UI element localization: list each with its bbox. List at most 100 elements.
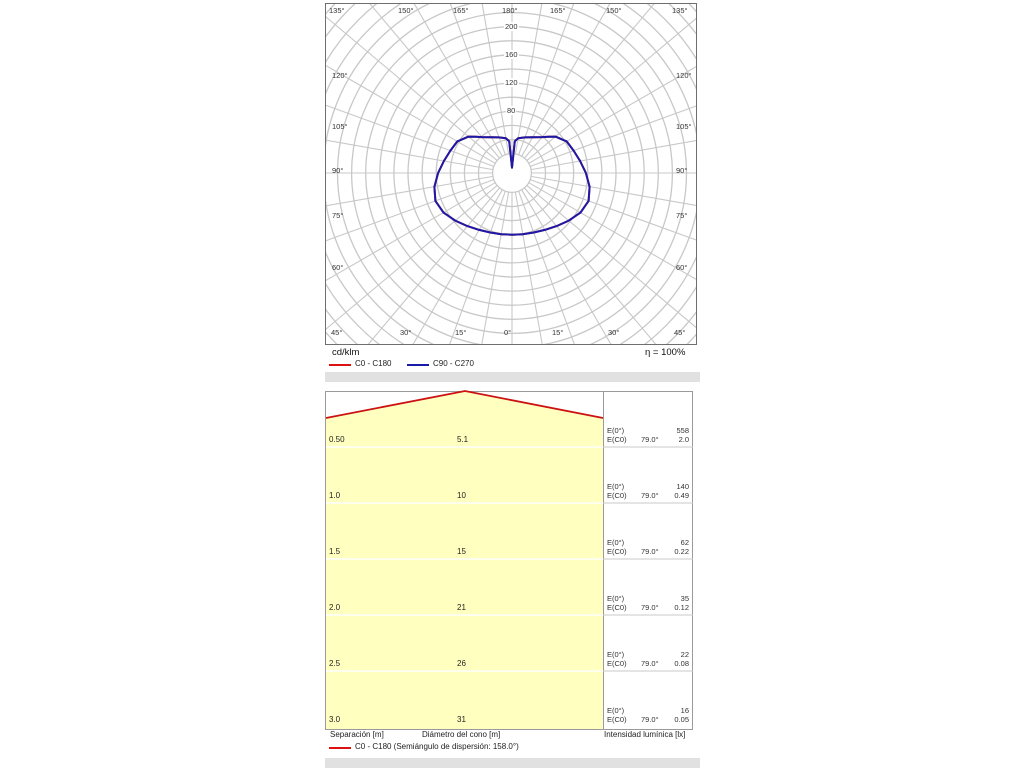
angle-label-left: 105° bbox=[332, 122, 348, 131]
legend-c0-line bbox=[329, 364, 351, 366]
ec0-angle: 79.0° bbox=[641, 715, 659, 724]
unit-label: cd/klm bbox=[332, 347, 360, 358]
polar-curve-c90-c270 bbox=[433, 135, 591, 236]
angle-label-right: 75° bbox=[676, 211, 688, 220]
ec0-label: E(C0) bbox=[607, 547, 627, 556]
ec0-angle: 79.0° bbox=[641, 659, 659, 668]
angle-label-right: 60° bbox=[676, 263, 688, 272]
radial-tick-label: 80 bbox=[506, 106, 517, 116]
polar-spoke bbox=[531, 175, 696, 207]
ec0-label: E(C0) bbox=[607, 491, 627, 500]
polar-curves bbox=[433, 135, 591, 236]
e0-label: E(0°) bbox=[607, 538, 625, 547]
ec0-angle: 79.0° bbox=[641, 547, 659, 556]
ec0-value: 0.22 bbox=[674, 547, 689, 556]
polar-spoke bbox=[413, 4, 503, 157]
polar-spoke bbox=[526, 185, 696, 329]
angle-label-top: 150° bbox=[606, 6, 622, 15]
e0-label: E(0°) bbox=[607, 594, 625, 603]
polar-spoke bbox=[326, 16, 498, 161]
cone-row-lines bbox=[326, 446, 693, 672]
cone-fill bbox=[326, 391, 603, 729]
ec0-value: 2.0 bbox=[678, 435, 689, 444]
polar-diagram bbox=[325, 3, 697, 345]
diameter-value: 10 bbox=[457, 491, 466, 500]
separation-value: 0.50 bbox=[329, 435, 345, 444]
angle-label-top: 165° bbox=[453, 6, 469, 15]
ec0-label: E(C0) bbox=[607, 715, 627, 724]
ec0-angle: 79.0° bbox=[641, 435, 659, 444]
cone-diagram-panel: 0.50 5.1 E(0°) 558 E(C0) 79.0° 2.0 1.0 10 E(0°) 14… bbox=[325, 388, 700, 768]
intensity-header: Intensidad lumínica [lx] bbox=[604, 730, 686, 739]
polar-spoke bbox=[369, 4, 500, 159]
polar-spoke bbox=[518, 4, 575, 155]
angle-label-right: 120° bbox=[676, 71, 692, 80]
angle-label-bottom: 45° bbox=[674, 328, 686, 337]
separation-value: 2.0 bbox=[329, 603, 341, 612]
e0-value: 140 bbox=[676, 482, 689, 491]
ec0-label: E(C0) bbox=[607, 603, 627, 612]
angle-label-top: 165° bbox=[550, 6, 566, 15]
e0-value: 22 bbox=[680, 650, 689, 659]
polar-spoke bbox=[528, 182, 696, 280]
ec0-value: 0.49 bbox=[674, 491, 689, 500]
polar-spoke bbox=[481, 4, 510, 154]
ec0-value: 0.12 bbox=[674, 603, 689, 612]
diameter-value: 31 bbox=[457, 715, 466, 724]
diameter-value: 26 bbox=[457, 659, 466, 668]
diameter-value: 5.1 bbox=[457, 435, 469, 444]
separation-value: 1.5 bbox=[329, 547, 341, 556]
diameter-value: 15 bbox=[457, 547, 466, 556]
legend-c0-label: C0 - C180 bbox=[355, 359, 392, 368]
angle-label-left: 75° bbox=[332, 211, 344, 220]
polar-spoke bbox=[449, 4, 506, 155]
polar-spoke bbox=[530, 179, 696, 241]
angle-label-bottom: 30° bbox=[608, 328, 620, 337]
angle-label-top: 150° bbox=[398, 6, 414, 15]
angle-label-bottom: 15° bbox=[455, 328, 467, 337]
ec0-value: 0.05 bbox=[674, 715, 689, 724]
polar-spoke bbox=[449, 191, 506, 344]
efficiency-label: η = 100% bbox=[645, 347, 686, 358]
polar-spoke bbox=[524, 187, 657, 344]
polar-spoke bbox=[367, 187, 500, 344]
polar-spoke bbox=[526, 17, 696, 161]
bottom-bar bbox=[325, 758, 700, 768]
diameter-header: Diámetro del cono [m] bbox=[422, 730, 501, 739]
ec0-label: E(C0) bbox=[607, 435, 627, 444]
angle-label-right: 105° bbox=[676, 122, 692, 131]
angle-label-left: 90° bbox=[332, 166, 344, 175]
e0-value: 35 bbox=[680, 594, 689, 603]
ec0-label: E(C0) bbox=[607, 659, 627, 668]
cone-diagram bbox=[325, 390, 693, 730]
e0-value: 62 bbox=[680, 538, 689, 547]
e0-value: 16 bbox=[680, 706, 689, 715]
separation-value: 1.0 bbox=[329, 491, 341, 500]
polar-spoke bbox=[528, 66, 696, 164]
e0-value: 558 bbox=[676, 426, 689, 435]
polar-spoke bbox=[514, 4, 543, 154]
polar-grid bbox=[326, 4, 696, 344]
legend-c90-line bbox=[407, 364, 429, 366]
radial-tick-label: 160 bbox=[504, 49, 519, 59]
ec0-angle: 79.0° bbox=[641, 603, 659, 612]
polar-spoke bbox=[514, 192, 543, 344]
separation-value: 2.5 bbox=[329, 659, 341, 668]
radial-tick-label: 120 bbox=[504, 78, 519, 88]
separation-header: Separación [m] bbox=[330, 730, 384, 739]
ec0-value: 0.08 bbox=[674, 659, 689, 668]
polar-spoke bbox=[531, 139, 696, 171]
polar-spoke bbox=[326, 139, 493, 171]
polar-diagram-panel: 135° 150° 165° 180° 165° 150° 135° 45° 30° 15° 0° 1… bbox=[325, 0, 700, 382]
diameter-value: 21 bbox=[457, 603, 466, 612]
e0-label: E(0°) bbox=[607, 706, 625, 715]
angle-label-left: 120° bbox=[332, 71, 348, 80]
cone-legend-line bbox=[329, 747, 351, 749]
angle-label-right: 90° bbox=[676, 166, 688, 175]
angle-label-bottom: 0° bbox=[504, 328, 512, 337]
angle-label-top: 135° bbox=[329, 6, 345, 15]
legend-c90-label: C90 - C270 bbox=[433, 359, 474, 368]
angle-label-top: 135° bbox=[672, 6, 688, 15]
angle-label-left: 60° bbox=[332, 263, 344, 272]
radial-tick-label: 200 bbox=[504, 21, 519, 31]
